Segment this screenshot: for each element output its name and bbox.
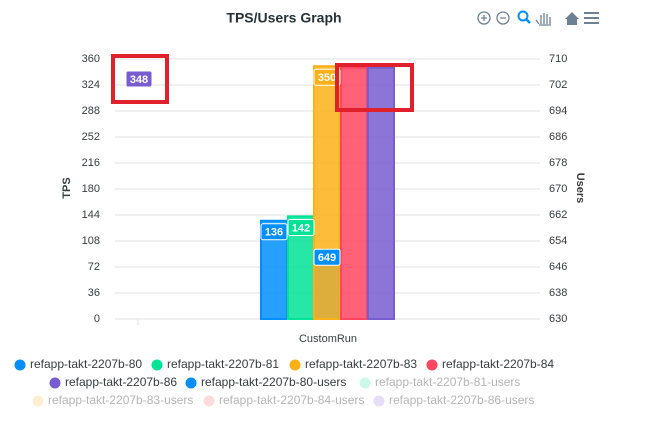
bar [367, 66, 395, 320]
legend-label[interactable]: refapp-takt-2207b-84 [442, 357, 554, 371]
data-label-bg [313, 248, 341, 266]
legend-marker[interactable] [359, 377, 371, 389]
legend-label[interactable]: refapp-takt-2207b-84-users [219, 393, 364, 407]
y-tick-label: 0 [94, 313, 100, 325]
pan[interactable] [535, 13, 551, 26]
legend-label[interactable]: refapp-takt-2207b-81-users [375, 375, 520, 389]
y2-tick-label: 670 [549, 183, 567, 195]
reset[interactable] [565, 12, 579, 25]
data-label-bg [260, 223, 288, 241]
data-label-bg [125, 70, 153, 88]
legend-label[interactable]: refapp-takt-2207b-80 [30, 357, 142, 371]
y2-tick-label: 662 [549, 209, 567, 221]
data-label: 136 [265, 227, 283, 239]
y-tick-label: 180 [82, 183, 100, 195]
data-label: 350 [318, 72, 336, 84]
y-tick-label: 144 [82, 209, 100, 221]
y-tick-label: 36 [88, 287, 100, 299]
menu[interactable] [584, 12, 599, 24]
data-label: 142 [292, 222, 310, 234]
y-tick-label: 360 [82, 53, 100, 65]
y2-tick-label: 630 [549, 313, 567, 325]
legend-marker[interactable] [14, 359, 26, 371]
y2-tick-label: 678 [549, 157, 567, 169]
chart-title: TPS/Users Graph [226, 10, 341, 26]
y2-tick-label: 702 [549, 79, 567, 91]
legend-label[interactable]: refapp-takt-2207b-83 [305, 357, 417, 371]
legend-label[interactable]: refapp-takt-2207b-81 [167, 357, 279, 371]
legend-marker[interactable] [32, 395, 44, 407]
toolbar [477, 10, 599, 26]
y-axis-title: TPS [61, 177, 73, 198]
zoom[interactable] [517, 10, 529, 22]
legend-marker[interactable] [426, 359, 438, 371]
highlight-box [335, 63, 414, 112]
legend-marker[interactable] [49, 377, 61, 389]
legend-marker[interactable] [373, 395, 385, 407]
legend-marker[interactable] [151, 359, 163, 371]
x-axis-title: CustomRun [299, 333, 357, 345]
legend-label[interactable]: refapp-takt-2207b-86-users [389, 393, 534, 407]
zoom-in[interactable] [477, 11, 491, 25]
data-label-bg [313, 68, 341, 86]
y2-tick-label: 654 [549, 235, 567, 247]
y2-tick-label: 694 [549, 105, 567, 117]
y-tick-label: 72 [88, 261, 100, 273]
legend-marker[interactable] [185, 377, 197, 389]
data-label: 649 [318, 252, 336, 264]
y-tick-label: 216 [82, 157, 100, 169]
legend-label[interactable]: refapp-takt-2207b-83-users [48, 393, 193, 407]
y-tick-label: 324 [82, 79, 100, 91]
y2-tick-label: 686 [549, 131, 567, 143]
legend-marker[interactable] [203, 395, 215, 407]
legend-label[interactable]: refapp-takt-2207b-86 [65, 375, 177, 389]
y-tick-label: 108 [82, 235, 100, 247]
zoom-out[interactable] [496, 11, 510, 25]
bar [340, 66, 368, 320]
y2-tick-label: 710 [549, 53, 567, 65]
legend-label[interactable]: refapp-takt-2207b-80-users [201, 375, 346, 389]
highlight-box [111, 54, 169, 104]
legend-marker[interactable] [289, 359, 301, 371]
y2-tick-label: 638 [549, 287, 567, 299]
y-tick-label: 252 [82, 131, 100, 143]
data-label: 348 [130, 74, 148, 86]
data-label-bg [287, 218, 315, 236]
y2-tick-label: 646 [549, 261, 567, 273]
y-tick-label: 288 [82, 105, 100, 117]
y2-axis-title: Users [574, 173, 586, 204]
